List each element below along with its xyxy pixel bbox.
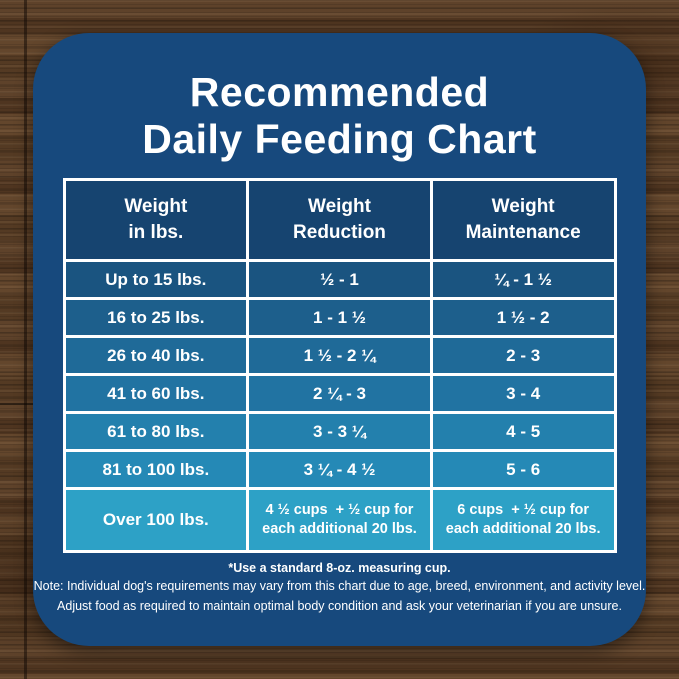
table-row: Over 100 lbs. 4 ½ cups + ½ cup for each …: [62, 487, 617, 554]
cell-maintenance-amount: 3 - 4: [429, 373, 617, 415]
cell-reduction-amount: 4 ½ cups + ½ cup for each additional 20 …: [246, 487, 433, 554]
chart-title-line2: Daily Feeding Chart: [142, 116, 537, 163]
cell-reduction-amount: 1 ½ - 2 ¼: [246, 335, 433, 377]
feeding-table: Weight in lbs. Weight Reduction Weight M…: [62, 178, 617, 554]
disclaimer-note-line1: Note: Individual dog's requirements may …: [33, 579, 646, 594]
cell-weight-range: 81 to 100 lbs.: [62, 449, 250, 491]
cell-maintenance-amount: 1 ½ - 2: [429, 297, 617, 339]
table-row: 26 to 40 lbs. 1 ½ - 2 ¼ 2 - 3: [62, 335, 617, 377]
chart-title-line1: Recommended: [189, 69, 490, 115]
cell-reduction-amount: 3 - 3 ¼: [246, 411, 433, 453]
table-row: Up to 15 lbs. ½ - 1 ¼ - 1 ½: [62, 259, 617, 301]
cell-weight-range: 26 to 40 lbs.: [62, 335, 250, 377]
wood-crack: [0, 403, 34, 405]
chart-title: Recommended Daily Feeding Chart: [33, 69, 646, 163]
cell-weight-range: Over 100 lbs.: [62, 487, 250, 554]
cell-weight-range: 61 to 80 lbs.: [62, 411, 250, 453]
header-cell-weight-reduction: Weight Reduction: [246, 178, 433, 263]
table-row: 61 to 80 lbs. 3 - 3 ¼ 4 - 5: [62, 411, 617, 453]
cell-weight-range: 41 to 60 lbs.: [62, 373, 250, 415]
wood-plank-seam: [24, 0, 27, 679]
header-cell-weight: Weight in lbs.: [62, 178, 250, 263]
cell-reduction-amount: ½ - 1: [246, 259, 433, 301]
feeding-chart-card: Recommended Daily Feeding Chart Weight i…: [33, 33, 646, 646]
cell-maintenance-amount: 2 - 3: [429, 335, 617, 377]
cell-reduction-amount: 1 - 1 ½: [246, 297, 433, 339]
cell-maintenance-amount: 4 - 5: [429, 411, 617, 453]
cell-maintenance-amount: 5 - 6: [429, 449, 617, 491]
cell-maintenance-amount: 6 cups + ½ cup for each additional 20 lb…: [429, 487, 617, 554]
cell-reduction-amount: 2 ¼ - 3: [246, 373, 433, 415]
header-cell-weight-maintenance: Weight Maintenance: [429, 178, 617, 263]
cell-weight-range: Up to 15 lbs.: [62, 259, 250, 301]
table-row: 81 to 100 lbs. 3 ¼ - 4 ½ 5 - 6: [62, 449, 617, 491]
cell-reduction-amount: 3 ¼ - 4 ½: [246, 449, 433, 491]
table-header-row: Weight in lbs. Weight Reduction Weight M…: [62, 178, 617, 263]
disclaimer-note-line2: Adjust food as required to maintain opti…: [57, 599, 622, 614]
footnotes: *Use a standard 8-oz. measuring cup. Not…: [33, 561, 646, 615]
table-row: 16 to 25 lbs. 1 - 1 ½ 1 ½ - 2: [62, 297, 617, 339]
measuring-cup-note: *Use a standard 8-oz. measuring cup.: [228, 561, 451, 576]
cell-maintenance-amount: ¼ - 1 ½: [429, 259, 617, 301]
cell-weight-range: 16 to 25 lbs.: [62, 297, 250, 339]
table-row: 41 to 60 lbs. 2 ¼ - 3 3 - 4: [62, 373, 617, 415]
